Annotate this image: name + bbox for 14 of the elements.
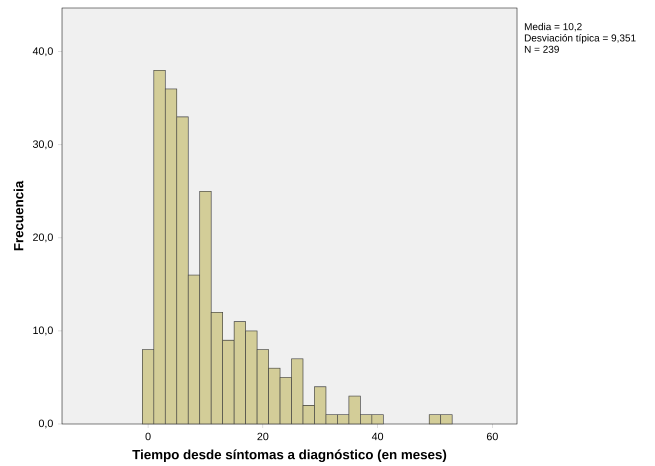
y-tick-label: 0,0 — [38, 419, 53, 428]
x-tick-label: 40 — [372, 432, 384, 440]
text: N = 239 — [524, 46, 559, 53]
text: Desviación típica = 9,351 — [524, 34, 636, 44]
x-axis-title: Tiempo desde síntomas a diagnóstico (en meses) — [132, 449, 446, 462]
y-tick-label: 40,0 — [32, 47, 53, 56]
y-tick-label: 20,0 — [33, 233, 53, 242]
y-tick-label: 10,0 — [33, 326, 53, 336]
text: Media = 10,2 — [524, 22, 582, 32]
y-axis-title: Frecuencia — [14, 180, 24, 250]
y-tick-label: 30,0 — [32, 140, 53, 149]
x-tick-label: 60 — [486, 432, 498, 440]
x-tick-label: 20 — [257, 432, 268, 440]
x-tick-label: 0 — [146, 432, 151, 440]
